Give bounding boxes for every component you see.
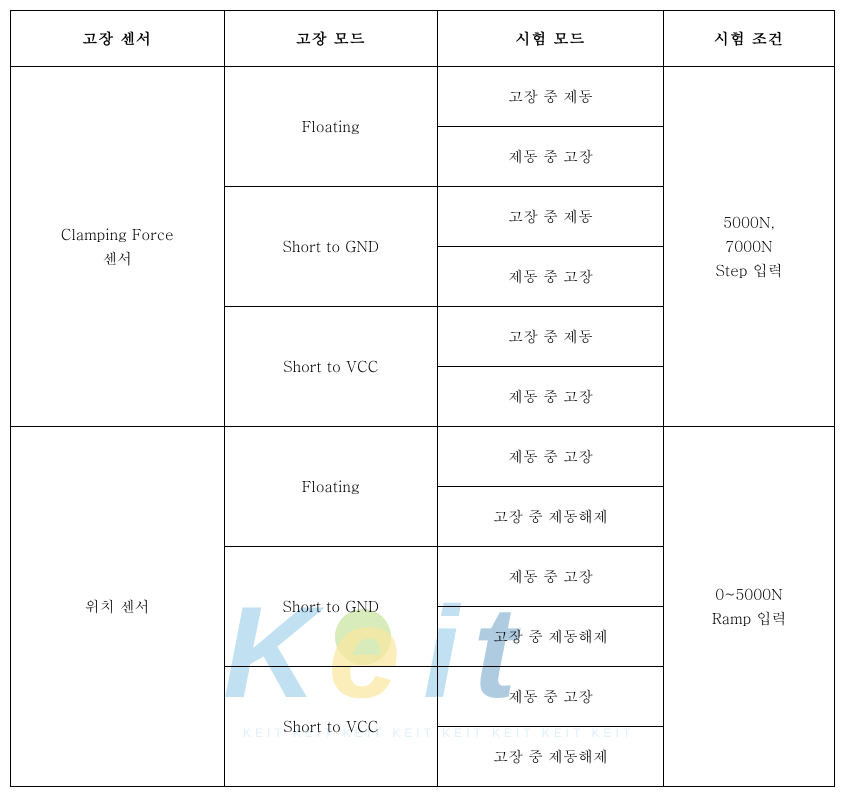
cell-sensor-position: 위치 센서 (11, 427, 225, 787)
cell-fault-floating: Floating (224, 427, 438, 547)
cell-test-mode: 제동 중 고장 (438, 667, 664, 727)
cell-fault-short-gnd: Short to GND (224, 547, 438, 667)
cell-test-mode: 고장 중 제동해제 (438, 487, 664, 547)
header-fault-mode: 고장 모드 (224, 11, 438, 67)
condition-line3: Step 입력 (715, 260, 782, 281)
sensor-label-line1: Clamping Force (61, 224, 174, 245)
cell-test-mode: 제동 중 고장 (438, 127, 664, 187)
cell-test-mode: 제동 중 고장 (438, 427, 664, 487)
table-header-row: 고장 센서 고장 모드 시험 모드 시험 조건 (11, 11, 835, 67)
cell-fault-short-vcc: Short to VCC (224, 667, 438, 787)
condition-line2: Ramp 입력 (712, 608, 787, 629)
cell-test-mode: 제동 중 고장 (438, 247, 664, 307)
condition-line1: 0~5000N (715, 584, 783, 605)
cell-fault-short-vcc: Short to VCC (224, 307, 438, 427)
cell-sensor-clamping: Clamping Force 센서 (11, 67, 225, 427)
cell-test-mode: 고장 중 제동해제 (438, 607, 664, 667)
table-row: Clamping Force 센서 Floating 고장 중 제동 5000N… (11, 67, 835, 127)
cell-condition-step: 5000N, 7000N Step 입력 (663, 67, 834, 427)
cell-fault-short-gnd: Short to GND (224, 187, 438, 307)
condition-line2: 7000N (725, 236, 772, 257)
cell-condition-ramp: 0~5000N Ramp 입력 (663, 427, 834, 787)
cell-test-mode: 고장 중 제동 (438, 67, 664, 127)
fault-test-table: 고장 센서 고장 모드 시험 모드 시험 조건 Clamping Force 센… (10, 10, 835, 787)
cell-test-mode: 고장 중 제동 (438, 187, 664, 247)
header-sensor: 고장 센서 (11, 11, 225, 67)
sensor-label-line2: 센서 (102, 248, 132, 269)
header-test-mode: 시험 모드 (438, 11, 664, 67)
cell-test-mode: 고장 중 제동해제 (438, 727, 664, 787)
cell-test-mode: 고장 중 제동 (438, 307, 664, 367)
header-condition: 시험 조건 (663, 11, 834, 67)
table-row: 위치 센서 Floating 제동 중 고장 0~5000N Ramp 입력 (11, 427, 835, 487)
condition-line1: 5000N, (723, 212, 775, 233)
cell-test-mode: 제동 중 고장 (438, 547, 664, 607)
cell-test-mode: 제동 중 고장 (438, 367, 664, 427)
cell-fault-floating: Floating (224, 67, 438, 187)
